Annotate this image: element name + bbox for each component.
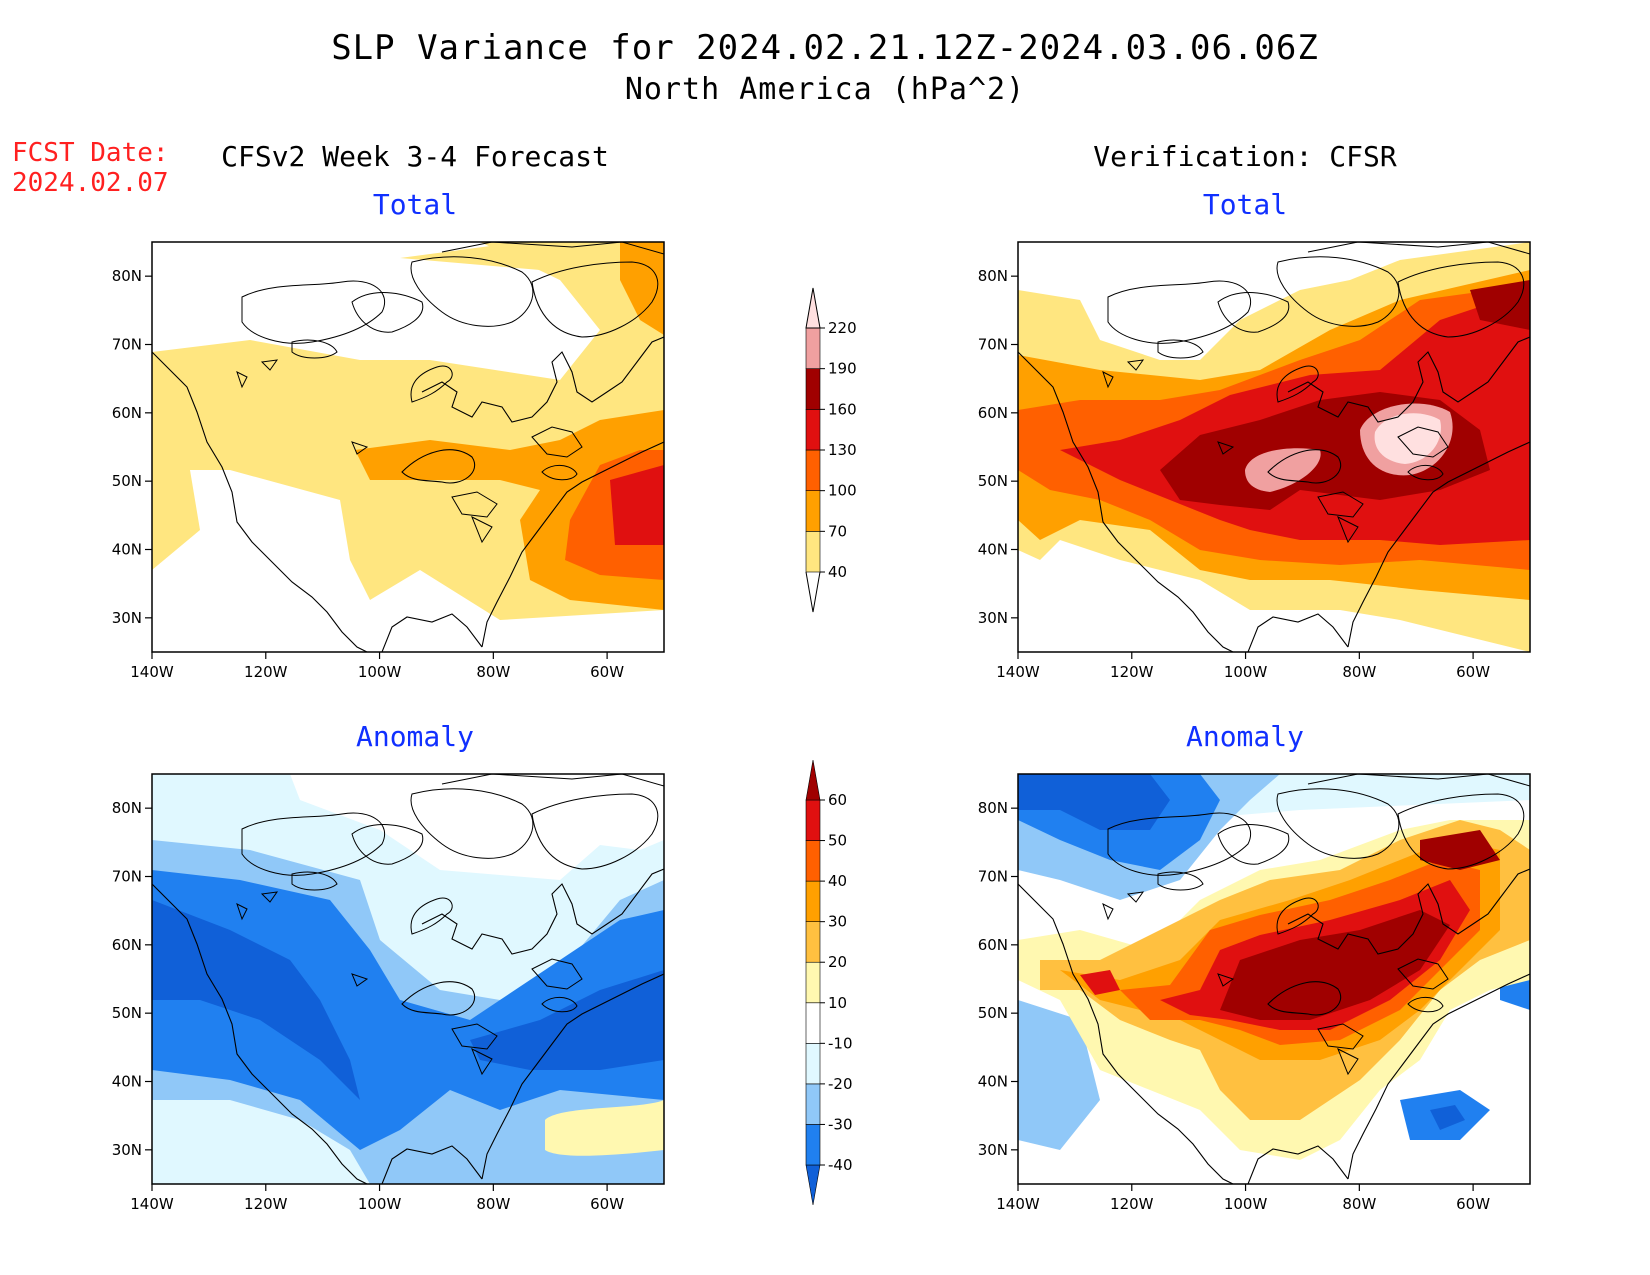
forecast-anomaly-map: [151, 773, 665, 1185]
fcst-date-label: FCST Date:: [12, 138, 169, 168]
lat-tick-label: 70N: [112, 868, 142, 886]
colorbar-label: 10: [828, 994, 847, 1012]
colorbar-swatch: [805, 1002, 821, 1044]
lat-tick-label: 80N: [112, 267, 142, 285]
lon-tick-label: 140W: [996, 663, 1040, 681]
lat-tick-label: 30N: [978, 1141, 1008, 1159]
lat-tick-label: 50N: [112, 1004, 142, 1022]
colorbar-label: 190: [828, 360, 857, 378]
colorbar-label: -40: [828, 1156, 853, 1174]
colorbar-label: 220: [828, 319, 857, 337]
lat-tick-label: 60N: [112, 936, 142, 954]
lon-tick-label: 100W: [1224, 1195, 1268, 1213]
lon-tick-label: 140W: [130, 663, 174, 681]
lat-tick-label: 40N: [978, 541, 1008, 559]
lon-tick-label: 60W: [590, 663, 624, 681]
colorbar-swatch: [805, 799, 821, 841]
lon-tick-label: 80W: [1342, 1195, 1376, 1213]
axes-layer: 140W 120W 100W 80W 60W 80N 70N 60N 50N 40N 30N 140W…: [112, 267, 1491, 1213]
colorbar-swatch: [805, 880, 821, 922]
lon-tick-label: 100W: [358, 1195, 402, 1213]
colorbar-swatch: [805, 368, 821, 410]
colorbar-label: 100: [828, 482, 857, 500]
lon-tick-label: 120W: [244, 1195, 288, 1213]
verification-column-header: Verification: CFSR: [1093, 140, 1397, 173]
lat-tick-label: 70N: [112, 336, 142, 354]
colorbar-label: -20: [828, 1075, 853, 1093]
colorbar-swatch: [805, 490, 821, 532]
verification-anomaly-map: [1017, 773, 1531, 1185]
lon-tick-label: 60W: [1456, 1195, 1490, 1213]
lon-tick-label: 120W: [1110, 1195, 1154, 1213]
figure-subtitle: North America (hPa^2): [624, 72, 1026, 107]
colorbar-swatch: [805, 840, 821, 882]
lat-tick-label: 30N: [112, 1141, 142, 1159]
lon-tick-label: 80W: [476, 663, 510, 681]
lat-tick-label: 80N: [978, 799, 1008, 817]
lon-tick-label: 80W: [1342, 663, 1376, 681]
colorbar-label: 160: [828, 400, 857, 418]
colorbar-swatch: [805, 1083, 821, 1125]
anomaly-colorbar: -40 -30 -20 -10 10 20 30 40 50 60: [805, 759, 853, 1206]
lon-tick-label: 140W: [130, 1195, 174, 1213]
colorbar-bottom-tail: [805, 1164, 821, 1206]
verification-anomaly-title: Anomaly: [1185, 720, 1304, 753]
colorbar-label: 50: [828, 832, 847, 850]
colorbar-label: -30: [828, 1115, 853, 1133]
colorbar-swatch: [805, 961, 821, 1004]
lon-tick-label: 120W: [244, 663, 288, 681]
total-colorbar: 40 70 100 130 160 190 220: [805, 287, 857, 613]
colorbar-swatch: [805, 327, 821, 369]
colorbar-label: 40: [828, 872, 847, 890]
colorbar-label: 70: [828, 522, 847, 540]
lon-tick-label: 60W: [1456, 663, 1490, 681]
lon-tick-label: 120W: [1110, 663, 1154, 681]
colorbar-label: 130: [828, 441, 857, 459]
colorbar-swatch: [805, 531, 821, 573]
forecast-total-map: [151, 241, 665, 653]
colorbar-swatch: [805, 1124, 821, 1166]
colorbar-top-tail: [805, 287, 821, 329]
lon-tick-label: 80W: [476, 1195, 510, 1213]
lon-tick-label: 60W: [590, 1195, 624, 1213]
lon-tick-label: 100W: [1224, 663, 1268, 681]
lat-tick-label: 50N: [978, 472, 1008, 490]
colorbar-swatch: [805, 409, 821, 451]
colorbar-swatch: [805, 921, 821, 963]
colorbar-top-tail: [805, 759, 821, 801]
lat-tick-label: 60N: [978, 404, 1008, 422]
lat-tick-label: 60N: [978, 936, 1008, 954]
colorbar-swatch: [805, 1043, 821, 1085]
colorbar-label: 40: [828, 563, 847, 581]
verification-total-map: [1017, 241, 1531, 653]
lat-tick-label: 30N: [978, 609, 1008, 627]
colorbar-label: 30: [828, 913, 847, 931]
lat-tick-label: 40N: [112, 541, 142, 559]
colorbar-label: 20: [828, 953, 847, 971]
colorbar-swatch: [805, 449, 821, 491]
lat-tick-label: 50N: [978, 1004, 1008, 1022]
forecast-anomaly-title: Anomaly: [355, 720, 474, 753]
lat-tick-label: 30N: [112, 609, 142, 627]
forecast-total-title: Total: [372, 188, 458, 221]
lat-tick-label: 70N: [978, 336, 1008, 354]
lat-tick-label: 40N: [112, 1073, 142, 1091]
colorbar-lower-tail: [805, 571, 821, 613]
lon-tick-label: 100W: [358, 663, 402, 681]
colorbar-label: 60: [828, 791, 847, 809]
fcst-date-value: 2024.02.07: [12, 168, 169, 198]
lat-tick-label: 40N: [978, 1073, 1008, 1091]
lat-tick-label: 70N: [978, 868, 1008, 886]
lat-tick-label: 50N: [112, 472, 142, 490]
colorbar-label: -10: [828, 1034, 853, 1052]
lat-tick-label: 80N: [978, 267, 1008, 285]
verification-total-title: Total: [1202, 188, 1288, 221]
lat-tick-label: 60N: [112, 404, 142, 422]
figure-title: SLP Variance for 2024.02.21.12Z-2024.03.…: [331, 28, 1319, 68]
lon-tick-label: 140W: [996, 1195, 1040, 1213]
forecast-column-header: CFSv2 Week 3-4 Forecast: [221, 140, 609, 173]
lat-tick-label: 80N: [112, 799, 142, 817]
